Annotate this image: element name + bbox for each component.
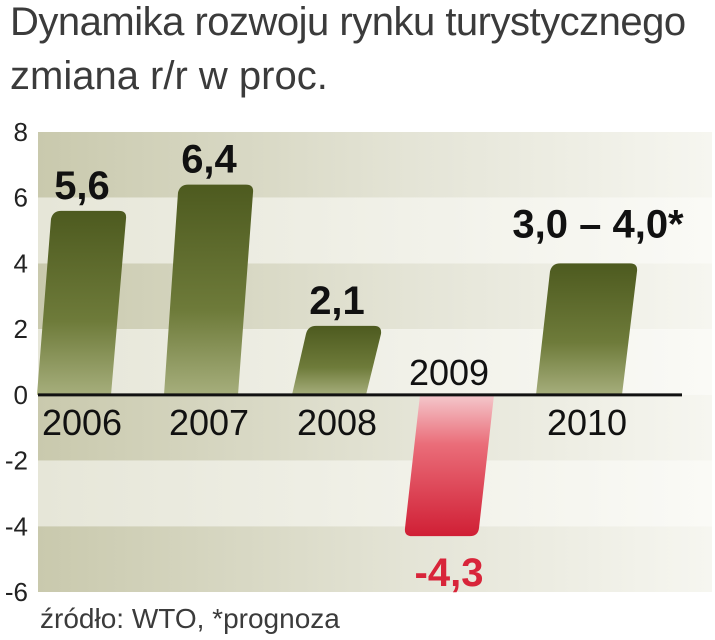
source-note: źródło: WTO, *prognoza [40,603,340,634]
grid-band [38,460,712,527]
y-tick-label: -6 [5,577,28,607]
bar-2010 [536,263,638,395]
y-tick-label: 6 [14,183,28,213]
category-label-2007: 2007 [169,402,249,443]
data-labels: 5,6 6,4 2,1 -4,3 3,0 – 4,0* [54,138,684,596]
chart-subtitle: zmiana r/r w proc. [10,54,328,98]
y-tick-label: 8 [14,117,28,147]
grid-band [38,132,712,198]
grid-band [38,394,712,461]
grid-band [38,526,712,592]
bar-2007 [164,184,254,395]
category-label-2008: 2008 [297,402,377,443]
bar-2006 [37,210,127,395]
category-labels: 2006 2007 2008 2009 2010 [42,352,627,443]
chart-title: Dynamika rozwoju rynku turystycznego [10,0,686,44]
bar-2009 [404,394,494,537]
bars [37,184,638,537]
y-axis-ticks: 8 6 4 2 0 -2 -4 -6 [5,117,28,607]
y-tick-label: -4 [5,511,28,541]
y-tick-label: -2 [5,446,28,476]
data-label-2006: 5,6 [54,164,110,208]
data-label-2010: 3,0 – 4,0* [512,202,684,246]
category-label-2009: 2009 [409,352,489,393]
data-label-2007: 6,4 [181,138,237,182]
bar-2008 [292,325,382,395]
grid-band [38,197,712,264]
y-tick-label: 2 [14,314,28,344]
category-label-2006: 2006 [42,402,122,443]
data-label-2009: -4,3 [415,551,484,595]
y-tick-label: 0 [14,380,28,410]
data-label-2008: 2,1 [309,279,365,323]
category-label-2010: 2010 [547,402,627,443]
y-tick-label: 4 [14,248,28,278]
